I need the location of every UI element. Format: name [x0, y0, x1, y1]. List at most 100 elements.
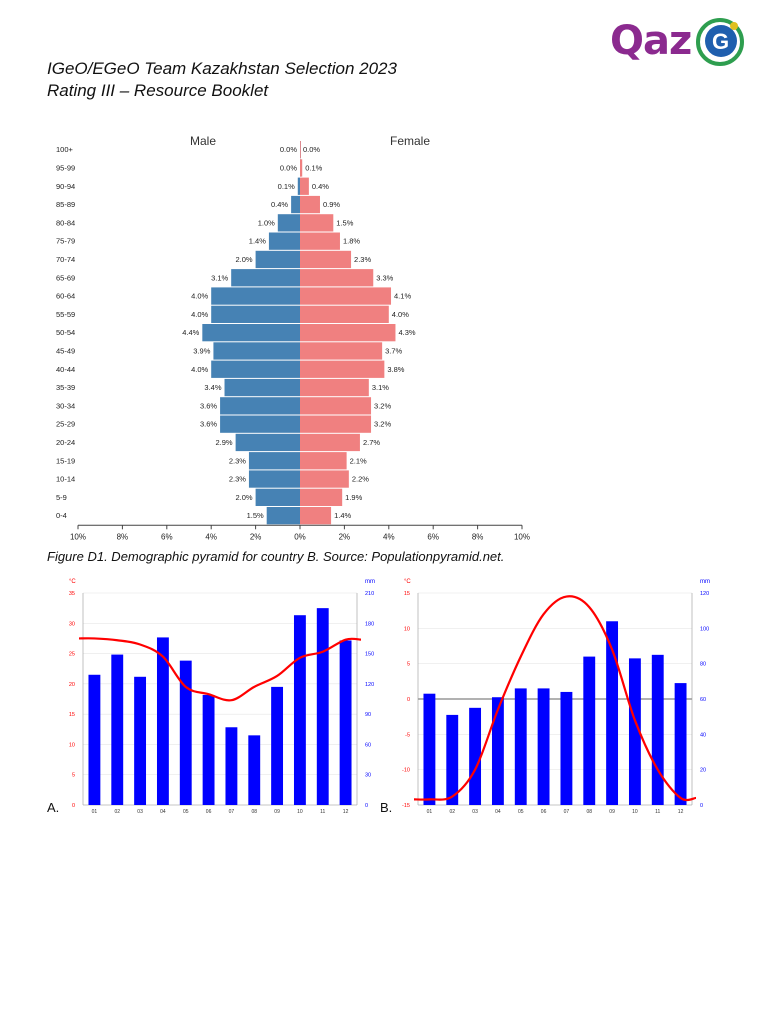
month-label: 01	[427, 809, 433, 815]
female-value-label: 3.1%	[372, 383, 389, 392]
temperature-tick-label: 15	[69, 712, 75, 718]
month-label: 07	[229, 809, 235, 815]
precipitation-bar	[179, 660, 192, 805]
x-tick-label: 4%	[205, 532, 217, 540]
climate-chart-b-label: B.	[380, 800, 393, 815]
precipitation-tick-label: 90	[365, 712, 371, 718]
precipitation-tick-label: 40	[700, 732, 706, 738]
x-tick-label: 2%	[250, 532, 262, 540]
figure-caption: Figure D1. Demographic pyramid for count…	[47, 549, 505, 564]
month-label: 01	[92, 809, 98, 815]
male-bar	[291, 195, 300, 214]
female-bar	[300, 214, 334, 232]
age-group-label: 60-64	[56, 292, 75, 301]
temperature-tick-label: 10	[69, 742, 75, 748]
female-value-label: 0.1%	[305, 163, 322, 172]
female-value-label: 2.2%	[352, 475, 369, 484]
female-value-label: 3.2%	[374, 420, 391, 429]
month-label: 10	[632, 809, 638, 815]
female-bar	[300, 324, 396, 342]
temperature-unit-label: °C	[404, 579, 411, 585]
month-label: 09	[274, 809, 280, 815]
month-label: 06	[206, 809, 212, 815]
precipitation-bar	[446, 714, 459, 805]
female-bar	[300, 141, 301, 159]
precipitation-bar	[674, 683, 687, 805]
precipitation-tick-label: 100	[700, 626, 709, 632]
logo-globe-icon: G	[696, 18, 744, 66]
age-group-label: 75-79	[56, 237, 75, 246]
male-bar	[220, 415, 300, 433]
age-group-label: 20-24	[56, 438, 75, 447]
male-bar	[211, 360, 300, 378]
x-tick-label: 8%	[117, 532, 129, 540]
age-group-label: 45-49	[56, 346, 75, 355]
month-label: 12	[343, 809, 349, 815]
male-value-label: 1.0%	[258, 218, 275, 227]
male-bar	[231, 269, 300, 287]
logo-text: Qaz	[610, 18, 692, 64]
age-group-label: 70-74	[56, 255, 75, 264]
logo-letter: G	[712, 29, 729, 54]
month-label: 08	[586, 809, 592, 815]
female-bar	[300, 488, 343, 506]
male-bar	[211, 287, 300, 305]
precipitation-bar	[156, 637, 169, 805]
precipitation-unit-label: mm	[365, 579, 375, 585]
x-tick-label: 6%	[427, 532, 439, 540]
age-group-label: 90-94	[56, 182, 75, 191]
female-value-label: 4.1%	[394, 292, 411, 301]
male-value-label: 4.0%	[191, 292, 208, 301]
precipitation-tick-label: 0	[365, 803, 368, 809]
male-value-label: 2.9%	[216, 438, 233, 447]
age-group-label: 15-19	[56, 456, 75, 465]
temperature-tick-label: 35	[69, 591, 75, 597]
x-tick-label: 10%	[70, 532, 86, 540]
month-label: 09	[609, 809, 615, 815]
male-value-label: 2.3%	[229, 475, 246, 484]
precipitation-bar	[606, 621, 619, 805]
male-value-label: 4.0%	[191, 365, 208, 374]
male-value-label: 0.0%	[280, 145, 297, 154]
title-line-2: Rating III – Resource Booklet	[47, 81, 269, 100]
month-label: 05	[183, 809, 189, 815]
month-label: 11	[320, 809, 325, 815]
climate-chart-a-label: A.	[47, 800, 60, 815]
male-value-label: 1.4%	[249, 237, 266, 246]
precipitation-bar	[88, 674, 101, 805]
precipitation-tick-label: 0	[700, 803, 703, 809]
precipitation-unit-label: mm	[700, 579, 710, 585]
age-group-label: 0-4	[56, 511, 67, 520]
month-label: 03	[472, 809, 478, 815]
precipitation-tick-label: 120	[365, 682, 374, 688]
precipitation-bar	[293, 615, 306, 805]
female-value-label: 3.7%	[385, 346, 402, 355]
female-bar	[300, 305, 389, 323]
precipitation-bar	[423, 693, 436, 805]
precipitation-bar	[469, 707, 482, 805]
precipitation-bar	[339, 640, 352, 805]
precipitation-tick-label: 30	[365, 773, 371, 779]
x-tick-label: 10%	[514, 532, 530, 540]
month-label: 04	[160, 809, 166, 815]
male-value-label: 1.5%	[247, 511, 264, 520]
male-bar	[277, 214, 300, 232]
female-bar	[300, 287, 392, 305]
precipitation-tick-label: 120	[700, 591, 709, 597]
female-value-label: 1.4%	[334, 511, 351, 520]
female-bar	[300, 507, 332, 525]
age-group-label: 10-14	[56, 475, 75, 484]
male-bar	[248, 452, 300, 470]
female-value-label: 0.9%	[323, 200, 340, 209]
age-group-label: 30-34	[56, 401, 75, 410]
female-bar	[300, 342, 383, 360]
month-label: 10	[297, 809, 303, 815]
temperature-tick-label: 15	[404, 591, 410, 597]
female-value-label: 3.2%	[374, 401, 391, 410]
female-value-label: 3.8%	[387, 365, 404, 374]
male-value-label: 0.0%	[280, 163, 297, 172]
precipitation-bar	[202, 694, 215, 805]
population-pyramid-chart: Male Female 100+ 0.0% 0.0% 95-99 0.0% 0.1% 90-94…	[56, 134, 530, 540]
temperature-tick-label: -15	[402, 803, 410, 809]
